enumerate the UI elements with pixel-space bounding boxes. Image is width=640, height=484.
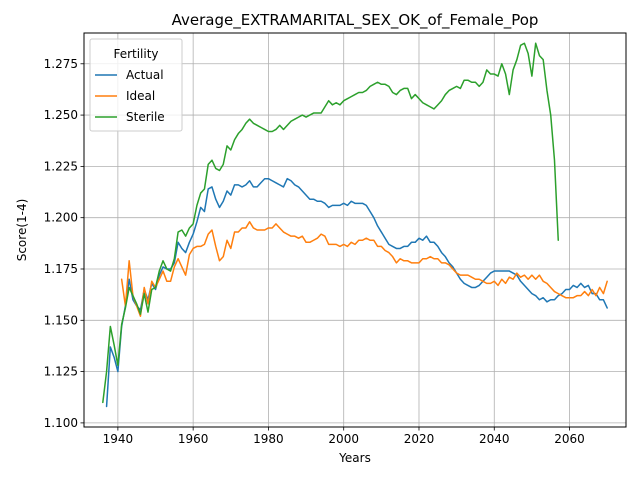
x-tick-label: 1940	[103, 432, 134, 446]
y-tick-label: 1.200	[44, 211, 78, 225]
legend: Fertility Actual Ideal Sterile	[89, 38, 183, 132]
y-tick-label: 1.150	[44, 313, 78, 327]
x-tick-label: 2040	[479, 432, 510, 446]
series-line-sterile	[102, 42, 559, 404]
series-line-actual	[105, 177, 608, 408]
legend-label-sterile: Sterile	[126, 110, 165, 124]
y-tick-label: 1.175	[44, 262, 78, 276]
y-tick-label: 1.275	[44, 57, 78, 71]
legend-box	[89, 38, 183, 132]
y-tick-label: 1.100	[44, 416, 78, 430]
x-axis-label: Years	[338, 451, 371, 465]
y-axis-label: Score(1-4)	[15, 199, 29, 262]
series-group	[102, 42, 608, 408]
y-tick-label: 1.250	[44, 108, 78, 122]
y-axis-ticks: 1.100 1.125 1.150 1.175 1.200 1.225 1.250 1.275	[44, 57, 84, 430]
legend-title: Fertility	[113, 47, 158, 61]
plot-frame	[83, 32, 627, 428]
legend-label-ideal: Ideal	[126, 89, 155, 103]
legend-label-actual: Actual	[126, 68, 164, 82]
x-tick-label: 1980	[253, 432, 284, 446]
x-tick-label: 2020	[404, 432, 435, 446]
y-tick-label: 1.125	[44, 365, 78, 379]
y-tick-label: 1.225	[44, 159, 78, 173]
series-line-ideal	[120, 221, 608, 317]
grid-lines	[84, 33, 626, 427]
x-tick-label: 2060	[554, 432, 585, 446]
legend-entries: Actual Ideal Sterile	[95, 68, 165, 124]
x-tick-label: 1960	[178, 432, 209, 446]
chart-title: Average_EXTRAMARITAL_SEX_OK_of_Female_Po…	[172, 11, 539, 30]
x-axis-ticks: 1940 1960 1980 2000 2020 2040 2060	[103, 427, 585, 446]
x-tick-label: 2000	[328, 432, 359, 446]
